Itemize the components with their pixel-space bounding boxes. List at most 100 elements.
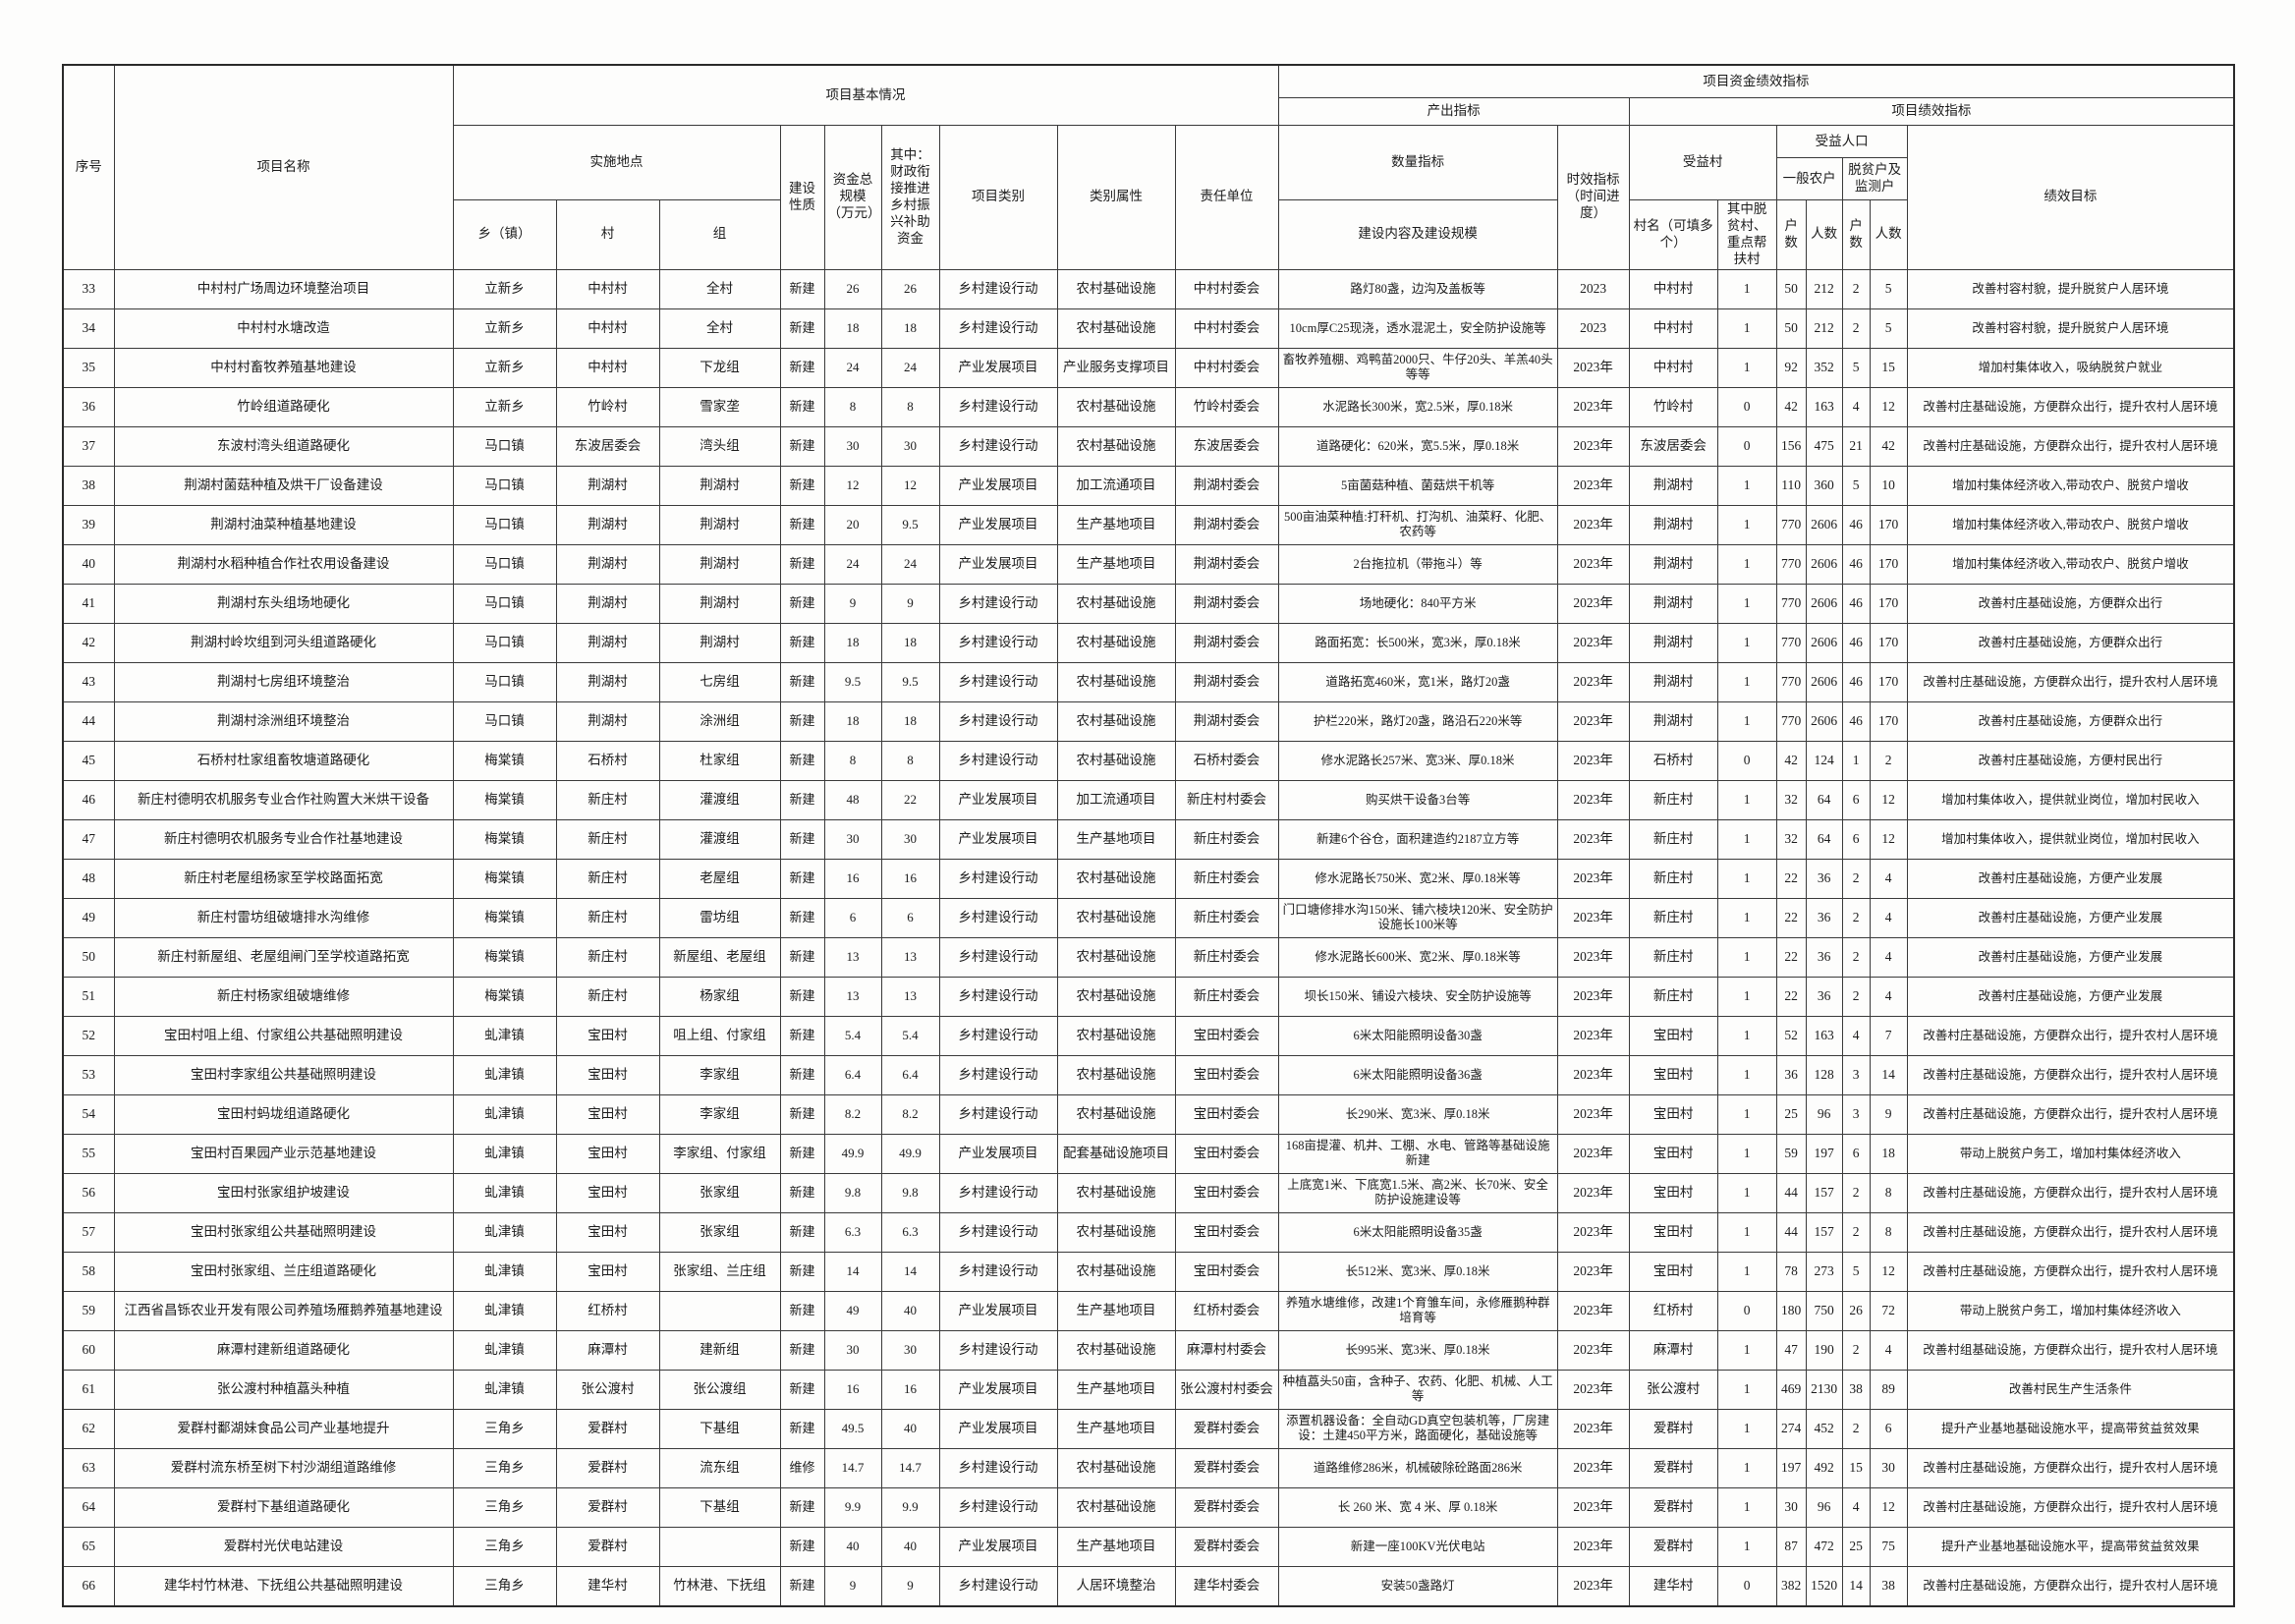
cell-township: 立新乡 — [452, 386, 557, 427]
cell-poverty_persons: 12 — [1869, 1251, 1908, 1292]
cell-project_name: 宝田村张家组、兰庄组道路硬化 — [113, 1251, 454, 1292]
cell-general_households: 22 — [1775, 897, 1807, 938]
cell-total_fund: 30 — [823, 425, 882, 467]
table-row: 59 江西省昌铄农业开发有限公司养殖场雁鹅养殖基地建设 虬津镇 红桥村 新建 49 40 产业… — [62, 1290, 2235, 1331]
cell-poverty_persons: 4 — [1869, 1329, 1908, 1371]
cell-general_persons: 2606 — [1805, 504, 1843, 545]
cell-general_households: 36 — [1775, 1054, 1807, 1095]
cell-general_persons: 1520 — [1805, 1565, 1843, 1606]
cell-township: 梅棠镇 — [452, 779, 557, 820]
cell-project_name: 爱群村鄱湖妹食品公司产业基地提升 — [113, 1408, 454, 1449]
cell-resp_unit: 宝田村委会 — [1174, 1251, 1279, 1292]
cell-attr: 农村基础设施 — [1056, 1251, 1176, 1292]
cell-total_fund: 26 — [823, 268, 882, 309]
cell-village: 爱群村 — [555, 1447, 660, 1488]
cell-subsidy: 30 — [880, 1329, 940, 1371]
cell-resp_unit: 中村村委会 — [1174, 268, 1279, 309]
cell-time_ind: 2023年 — [1556, 976, 1630, 1017]
cell-general_persons: 190 — [1805, 1329, 1843, 1371]
cell-poverty_households: 2 — [1841, 897, 1871, 938]
cell-group — [658, 1290, 781, 1331]
cell-subsidy: 49.9 — [880, 1133, 940, 1174]
cell-poverty_households: 5 — [1841, 465, 1871, 506]
cell-village: 荆湖村 — [555, 465, 660, 506]
cell-general_households: 770 — [1775, 700, 1807, 742]
cell-township: 立新乡 — [452, 308, 557, 349]
cell-time_ind: 2023年 — [1556, 465, 1630, 506]
cell-poverty_persons: 8 — [1869, 1211, 1908, 1253]
cell-perf_goal: 改善村庄基础设施，方便群众出行，提升农村人居环境 — [1906, 1565, 2235, 1606]
cell-time_ind: 2023年 — [1556, 504, 1630, 545]
cell-project_name: 石桥村杜家组畜牧塘道路硬化 — [113, 740, 454, 781]
cell-group: 荆湖村 — [658, 504, 781, 545]
cell-subsidy: 18 — [880, 622, 940, 663]
cell-village: 新庄村 — [555, 779, 660, 820]
cell-seq: 55 — [62, 1133, 115, 1174]
cell-resp_unit: 荆湖村委会 — [1174, 583, 1279, 624]
cell-village_names: 宝田村 — [1628, 1251, 1718, 1292]
cell-total_fund: 40 — [823, 1526, 882, 1567]
cell-general_households: 22 — [1775, 936, 1807, 978]
cell-content: 长290米、宽3米、厚0.18米 — [1277, 1093, 1558, 1135]
cell-general_persons: 163 — [1805, 1015, 1843, 1056]
cell-poverty_households: 46 — [1841, 700, 1871, 742]
cell-time_ind: 2023年 — [1556, 858, 1630, 899]
cell-village: 中村村 — [555, 347, 660, 388]
cell-resp_unit: 新庄村委会 — [1174, 976, 1279, 1017]
cell-build_nature: 新建 — [779, 386, 825, 427]
cell-content: 场地硬化：840平方米 — [1277, 583, 1558, 624]
cell-seq: 36 — [62, 386, 115, 427]
cell-township: 三角乡 — [452, 1526, 557, 1567]
cell-content: 6米太阳能照明设备35盏 — [1277, 1211, 1558, 1253]
cell-poverty_persons: 72 — [1869, 1290, 1908, 1331]
cell-poverty_persons: 38 — [1869, 1565, 1908, 1606]
cell-poverty_households: 25 — [1841, 1526, 1871, 1567]
cell-project_name: 新庄村德明农机服务专业合作社基地建设 — [113, 818, 454, 860]
cell-category: 产业发展项目 — [938, 1133, 1058, 1174]
cell-category: 产业发展项目 — [938, 347, 1058, 388]
cell-village_names: 荆湖村 — [1628, 543, 1718, 585]
cell-total_fund: 49.9 — [823, 1133, 882, 1174]
cell-township: 梅棠镇 — [452, 858, 557, 899]
cell-subsidy: 18 — [880, 308, 940, 349]
cell-poverty_flag: 1 — [1716, 622, 1777, 663]
table-row: 65 爱群村光伏电站建设 三角乡 爱群村 新建 40 40 产业发展项目 生产基地项目 爱群村委会… — [62, 1526, 2235, 1567]
cell-category: 乡村建设行动 — [938, 1251, 1058, 1292]
cell-content: 新建一座100KV光伏电站 — [1277, 1526, 1558, 1567]
cell-resp_unit: 竹岭村委会 — [1174, 386, 1279, 427]
cell-subsidy: 30 — [880, 818, 940, 860]
cell-perf_goal: 改善村民生产生活条件 — [1906, 1369, 2235, 1410]
cell-poverty_persons: 12 — [1869, 1486, 1908, 1528]
cell-build_nature: 新建 — [779, 779, 825, 820]
cell-project_name: 张公渡村种植藠头种植 — [113, 1369, 454, 1410]
cell-resp_unit: 爱群村委会 — [1174, 1486, 1279, 1528]
cell-attr: 农村基础设施 — [1056, 936, 1176, 978]
cell-perf_goal: 增加村集体收入，提供就业岗位，增加村民收入 — [1906, 818, 2235, 860]
cell-project_name: 宝田村张家组护坡建设 — [113, 1172, 454, 1213]
cell-group: 张家组、兰庄组 — [658, 1251, 781, 1292]
cell-general_households: 92 — [1775, 347, 1807, 388]
cell-project_name: 新庄村老屋组杨家至学校路面拓宽 — [113, 858, 454, 899]
cell-content: 168亩提灌、机井、工棚、水电、管路等基础设施新建 — [1277, 1133, 1558, 1174]
cell-project_name: 宝田村蚂垅组道路硬化 — [113, 1093, 454, 1135]
cell-content: 修水泥路长257米、宽3米、厚0.18米 — [1277, 740, 1558, 781]
cell-time_ind: 2023年 — [1556, 1015, 1630, 1056]
cell-category: 乡村建设行动 — [938, 268, 1058, 309]
cell-subsidy: 24 — [880, 543, 940, 585]
cell-attr: 农村基础设施 — [1056, 583, 1176, 624]
cell-village_names: 新庄村 — [1628, 818, 1718, 860]
cell-village_names: 红桥村 — [1628, 1290, 1718, 1331]
cell-subsidy: 16 — [880, 1369, 940, 1410]
cell-attr: 人居环境整治 — [1056, 1565, 1176, 1606]
cell-resp_unit: 麻潭村村委会 — [1174, 1329, 1279, 1371]
cell-poverty_flag: 1 — [1716, 268, 1777, 309]
cell-township: 马口镇 — [452, 661, 557, 702]
cell-seq: 47 — [62, 818, 115, 860]
cell-resp_unit: 宝田村委会 — [1174, 1054, 1279, 1095]
cell-poverty_flag: 1 — [1716, 818, 1777, 860]
cell-poverty_households: 4 — [1841, 1015, 1871, 1056]
cell-general_persons: 36 — [1805, 858, 1843, 899]
cell-general_households: 42 — [1775, 740, 1807, 781]
cell-perf_goal: 改善村庄基础设施，方便村民出行 — [1906, 740, 2235, 781]
cell-build_nature: 新建 — [779, 897, 825, 938]
